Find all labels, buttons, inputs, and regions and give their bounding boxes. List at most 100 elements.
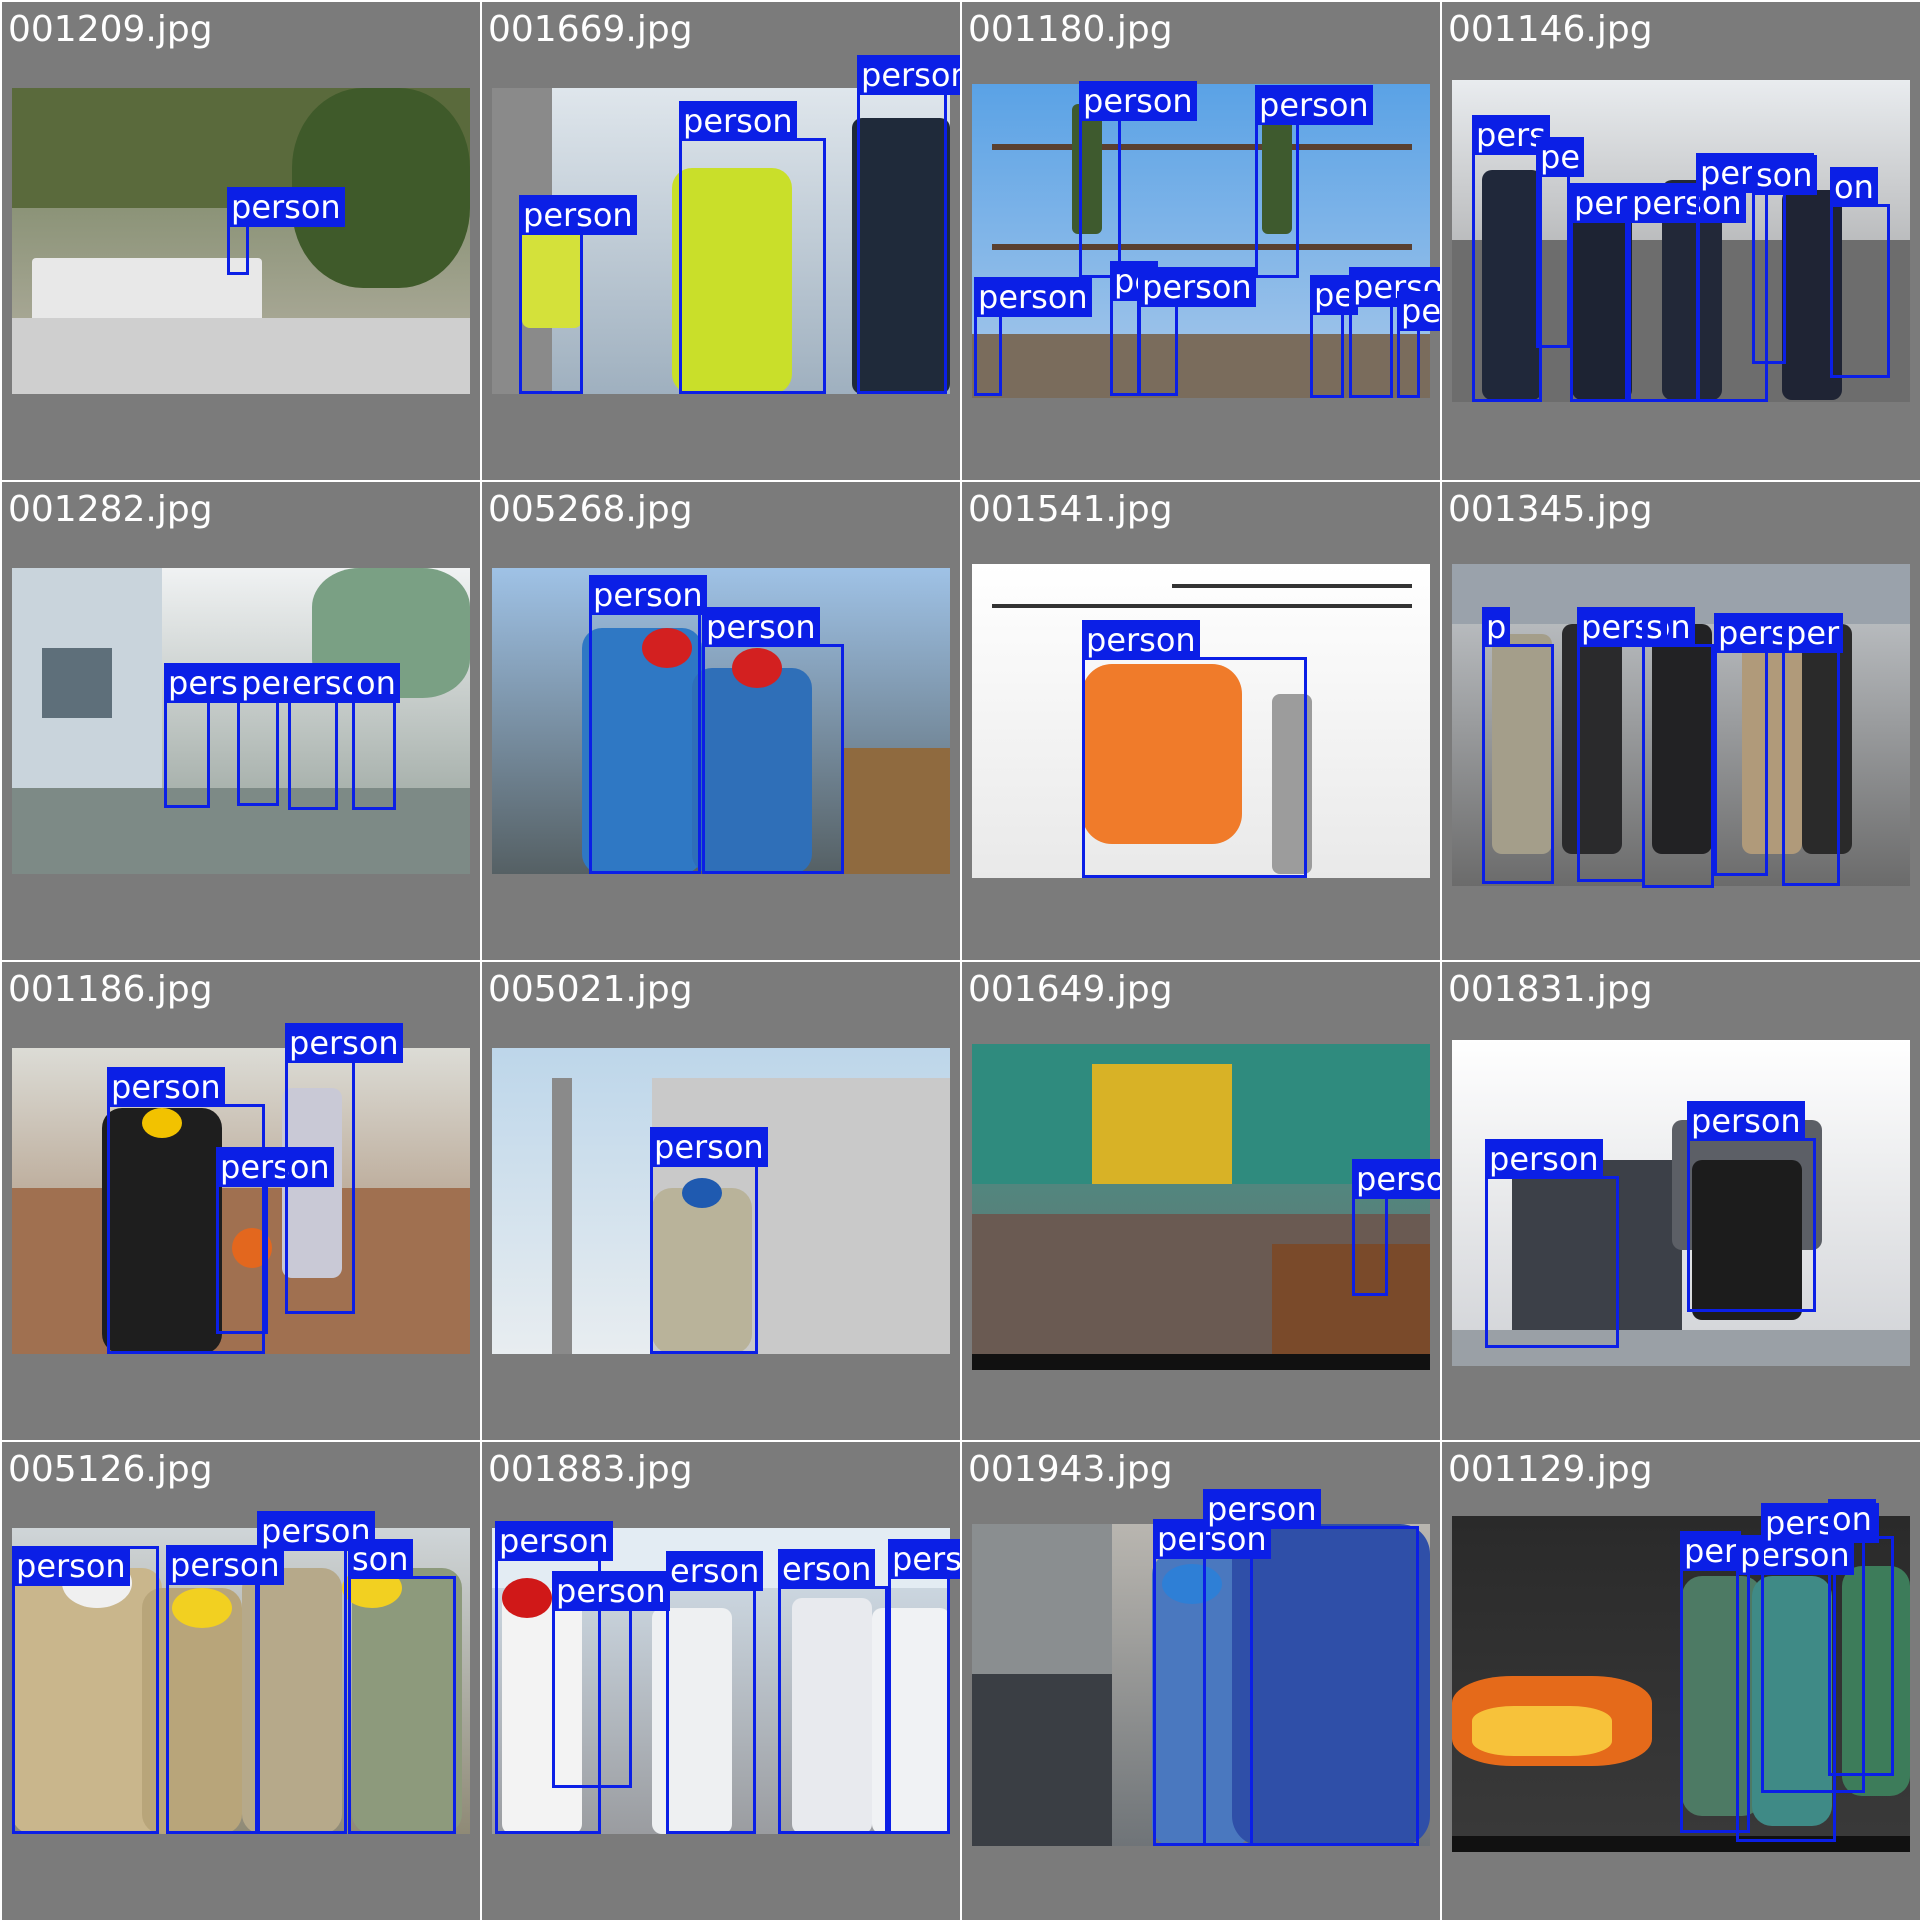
detection-label: person (650, 1127, 768, 1167)
detection-box: person (552, 1571, 670, 1788)
photo-region (992, 604, 1412, 608)
photo-region (972, 1674, 1112, 1846)
detection-box: erson (778, 1549, 888, 1834)
detection-label: person (1138, 267, 1256, 307)
detection-box: person (974, 277, 1092, 396)
detection-box: on (1828, 1499, 1894, 1776)
mosaic-tile: 001649.jpg person (962, 962, 1440, 1440)
detection-box: person (12, 1546, 159, 1834)
tile-filename: 001883.jpg (488, 1449, 693, 1490)
detection-box: p (1482, 607, 1554, 884)
tile-filename: 001180.jpg (968, 9, 1173, 50)
detection-box: person (1079, 81, 1197, 278)
tile-filename: 001282.jpg (8, 489, 213, 530)
detection-box: pe (1310, 275, 1358, 398)
tile-filename: 001146.jpg (1448, 9, 1653, 50)
detection-label: erson (666, 1551, 764, 1591)
photo-region (642, 628, 692, 668)
detection-label: person (1255, 85, 1373, 125)
tile-filename: 001669.jpg (488, 9, 693, 50)
photo-region (1492, 634, 1552, 854)
tile-filename: 001209.jpg (8, 9, 213, 50)
mosaic-tile: 001831.jpg person person (1442, 962, 1920, 1440)
photo-region (502, 1588, 582, 1834)
detection-box: erson (666, 1551, 764, 1834)
photo-region (972, 1354, 1430, 1370)
tile-photo (972, 84, 1430, 398)
photo-region (1562, 624, 1622, 854)
detection-box: person (257, 1511, 375, 1834)
detection-box: person (1628, 183, 1746, 402)
detection-box: person (1577, 607, 1695, 882)
mosaic-tile: 001883.jpgpersonpersonersonersonperson (482, 1442, 960, 1920)
mosaic-tile: 001345.jpg p person s pers per (1442, 482, 1920, 960)
detection-label: person (257, 1511, 375, 1551)
detection-label: person (285, 1023, 403, 1063)
photo-region (1652, 624, 1712, 854)
detection-label: person (107, 1067, 225, 1107)
photo-region (1452, 1330, 1910, 1366)
detection-label: person (1687, 1101, 1805, 1141)
tile-filename: 001831.jpg (1448, 969, 1653, 1010)
detection-box: person (1138, 267, 1256, 396)
detection-label: per (1782, 613, 1844, 653)
photo-region (12, 318, 470, 394)
detection-box: person (1082, 620, 1307, 878)
detection-label: person (552, 1571, 670, 1611)
detection-box: person (164, 663, 282, 808)
photo-region (32, 258, 262, 328)
photo-region (42, 648, 112, 718)
mosaic-tile: 001943.jpg person person (962, 1442, 1440, 1920)
photo-region (1082, 664, 1242, 844)
detection-label: person (12, 1546, 130, 1586)
photo-region (1072, 104, 1102, 234)
detection-box: person (1485, 1139, 1619, 1348)
detection-box: person (237, 663, 355, 806)
detection-box: son (348, 1539, 456, 1834)
tile-photo (1452, 1040, 1910, 1366)
detection-label: person (1203, 1489, 1321, 1529)
detection-box: person (1736, 1535, 1854, 1842)
tile-photo (492, 568, 950, 874)
detection-label: person (702, 607, 820, 647)
photo-region (352, 1568, 462, 1834)
detection-box: person (107, 1067, 265, 1354)
photo-region (1482, 170, 1542, 400)
detection-label: p (1482, 607, 1511, 647)
photo-region (552, 1078, 572, 1354)
photo-region (1262, 114, 1292, 234)
photo-region (652, 1188, 752, 1354)
detection-label: son (1752, 155, 1817, 195)
detection-label: person (1397, 291, 1440, 331)
detection-label: person (1082, 620, 1200, 660)
detection-box: person (495, 1521, 613, 1834)
detection-box: on (352, 663, 400, 810)
detection-box: on (1830, 167, 1890, 378)
detection-box: person (166, 1545, 284, 1834)
detection-label: person (1736, 1535, 1854, 1575)
detection-box: per (1680, 1531, 1750, 1833)
detection-label: s (1642, 607, 1667, 647)
mosaic-tile: 005021.jpg person (482, 962, 960, 1440)
detection-label: person (1079, 81, 1197, 121)
tile-photo (972, 1524, 1430, 1846)
detection-label: person (888, 1539, 960, 1579)
detection-box: person (857, 55, 960, 394)
detection-box: pers (1472, 115, 1550, 402)
photo-region (12, 1188, 470, 1354)
photo-region (142, 1108, 182, 1138)
tile-filename: 005268.jpg (488, 489, 693, 530)
detection-label: person (679, 101, 797, 141)
photo-region (792, 1598, 872, 1834)
detection-label: pers (1714, 613, 1792, 653)
photo-region (682, 1178, 722, 1208)
detection-label: pers (1472, 115, 1550, 155)
detection-box: son (1752, 155, 1817, 364)
photo-region (672, 168, 792, 394)
tile-filename: 001129.jpg (1448, 1449, 1653, 1490)
photo-region (842, 748, 950, 874)
photo-region (1752, 1576, 1832, 1826)
mosaic-tile: 005268.jpg person person (482, 482, 960, 960)
photo-region (692, 668, 812, 874)
